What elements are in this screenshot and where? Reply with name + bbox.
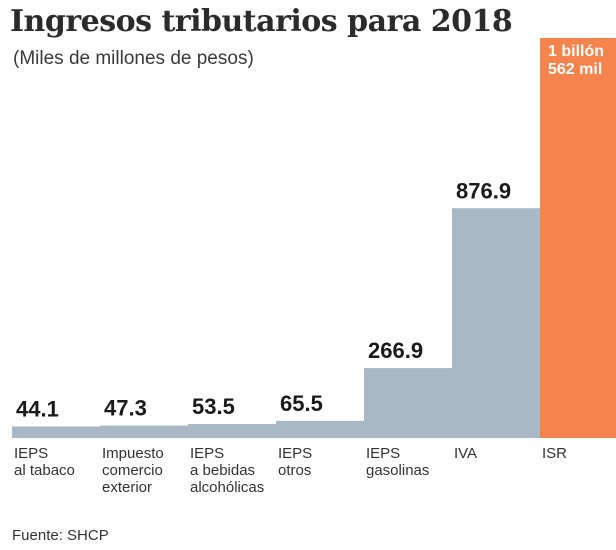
category-label-7-1: ISR (542, 445, 567, 462)
value-label-4: 65.5 (280, 391, 323, 416)
category-label-1-1: IEPS (14, 445, 48, 462)
value-label-2: 47.3 (104, 396, 147, 421)
bar-1 (12, 426, 100, 438)
category-label-3-3: alcohólicas (190, 479, 264, 496)
value-label-3: 53.5 (192, 394, 235, 419)
chart-title: Ingresos tributarios para 2018 (10, 4, 513, 39)
value-label-6: 876.9 (456, 178, 511, 203)
category-label-4-2: otros (278, 462, 311, 479)
category-label-2-2: comercio (102, 462, 163, 479)
category-label-1-2: al tabaco (14, 462, 75, 479)
category-label-3-2: a bebidas (190, 462, 255, 479)
bar-5 (364, 368, 452, 438)
value-label-5: 266.9 (368, 338, 423, 363)
bar-4 (276, 420, 364, 438)
bar-2 (100, 425, 188, 438)
category-label-6-1: IVA (454, 445, 477, 462)
source-note: Fuente: SHCP (12, 527, 109, 544)
category-label-4-1: IEPS (278, 445, 312, 462)
category-label-3-1: IEPS (190, 445, 224, 462)
chart-subtitle: (Miles de millones de pesos) (13, 48, 254, 69)
bar-7 (540, 38, 616, 438)
bar-3 (188, 423, 276, 438)
category-label-5-1: IEPS (366, 445, 400, 462)
bar-6 (452, 208, 540, 438)
value-label-1: 44.1 (16, 396, 59, 421)
value-label-7-1: 1 billón (548, 43, 604, 60)
category-label-2-1: Impuesto (102, 445, 164, 462)
category-label-5-2: gasolinas (366, 462, 429, 479)
category-label-2-3: exterior (102, 479, 152, 496)
value-label-7-2: 562 mil (548, 61, 602, 78)
